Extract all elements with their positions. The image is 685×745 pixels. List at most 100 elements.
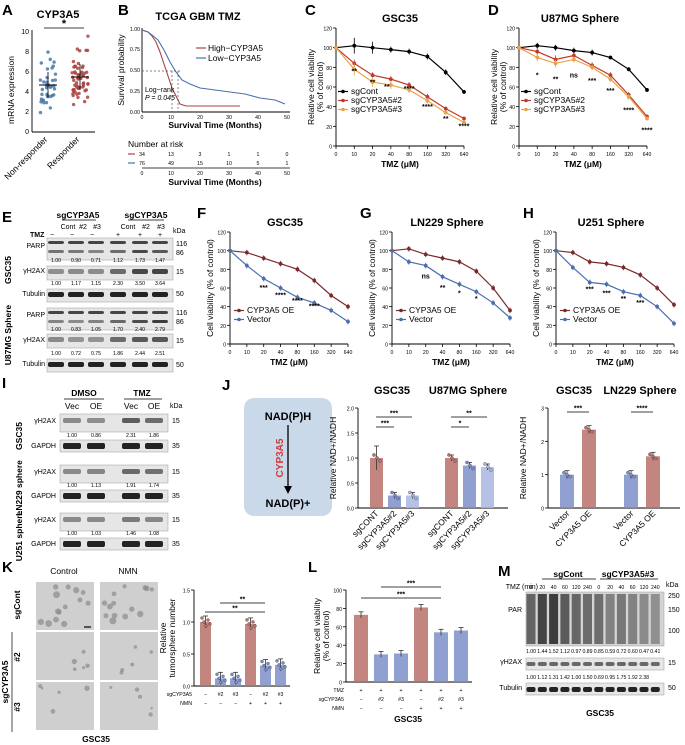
panel-a-dots [38, 34, 90, 115]
a-dot-nonresponder [38, 110, 43, 115]
e-row: PARP [26, 243, 45, 250]
l-row2-value: − [419, 697, 422, 703]
band-parp-cleaved [152, 320, 168, 323]
tumorsphere [149, 587, 154, 592]
m-time: 20 [539, 585, 545, 591]
band-gh2ax [63, 418, 81, 423]
l-chart: Relative cell viability (% of control) 0 20… [312, 581, 472, 724]
bar-dot [262, 663, 266, 668]
i-marker: 35 [172, 541, 180, 548]
x-axis-label: TMZ (μM) [381, 159, 419, 169]
bar-dot [465, 460, 469, 465]
l-row3-value: + [419, 706, 422, 712]
chart-subtitle: GSC35 [374, 385, 410, 397]
band-gh2ax [152, 337, 168, 342]
series-line [555, 250, 675, 324]
ytick-label: 100 [506, 46, 515, 52]
tumorsphere [111, 600, 117, 606]
x-axis-label: TMZ (μM) [432, 357, 470, 367]
xtick-label: 40 [278, 350, 284, 356]
tumorsphere [80, 590, 86, 595]
k-row1-value: #2 [218, 692, 224, 698]
e-q1: 1.73 [135, 258, 145, 264]
band-gh2ax [594, 662, 604, 666]
band-gh2ax [48, 337, 64, 342]
b-xtick: 30 [226, 115, 232, 121]
k-row2-value: − [219, 701, 222, 707]
i-lane: Vec [124, 401, 139, 411]
e-q4: 0.75 [91, 351, 101, 357]
ytick-label: 1.5 [183, 589, 190, 595]
band-gh2ax [549, 662, 559, 666]
e-q3: 0.83 [71, 327, 81, 333]
m-quant: 1.001.001.441.121.521.311.121.420.971.00… [526, 649, 661, 681]
data-point [571, 48, 576, 53]
tumorsphere [148, 712, 153, 717]
a-dot-responder [85, 95, 90, 99]
sig-stars: * [475, 296, 478, 303]
i-marker: 35 [172, 443, 180, 450]
e-q2: 1.17 [71, 281, 81, 287]
blot-strip [59, 439, 169, 453]
ytick-label: 80 [336, 607, 342, 613]
legend-marker [237, 317, 241, 322]
m-q2: 1.00 [526, 675, 536, 681]
b-xtick: 0 [141, 115, 144, 121]
chart-title: GSC35 [267, 217, 303, 229]
ytick-label: 0 [512, 145, 515, 151]
data-point [535, 43, 540, 48]
e-kda: kDa [173, 228, 186, 235]
xtick-label: 0 [335, 152, 338, 158]
tumorsphere [84, 685, 90, 691]
bar-dot [215, 672, 219, 676]
b-logrank: Log−rank [145, 87, 175, 94]
m-time: 60 [630, 585, 636, 591]
xtick-label: 160 [636, 350, 645, 356]
xtick-label: 10 [351, 152, 357, 158]
a-dot-responder [75, 92, 79, 96]
data-point [228, 248, 232, 253]
ytick-label: 100 [323, 46, 332, 52]
band-gh2ax [87, 418, 105, 423]
sig-stars: *** [588, 78, 596, 85]
tumorsphere [38, 684, 43, 689]
i-q2: 1.74 [149, 483, 159, 489]
xtick-label: 80 [589, 152, 595, 158]
band-parp-cleaved [132, 320, 148, 323]
i-row: γH2AX [34, 469, 56, 476]
bar [560, 474, 574, 508]
data-point [407, 49, 412, 54]
xtick-label: 10 [570, 350, 576, 356]
xtick-label: 40 [440, 350, 446, 356]
tumorsphere [111, 612, 118, 619]
band-tubulin [110, 292, 126, 297]
i-q3: 1.46 [126, 531, 136, 537]
e-q3: 1.70 [113, 327, 123, 333]
bar [354, 614, 368, 682]
band-parp-full [68, 241, 84, 244]
k-micrographs [36, 582, 158, 730]
xtick-label: 20 [553, 152, 559, 158]
e-marker: 50 [176, 291, 184, 298]
sig-stars: ** [621, 296, 627, 303]
i-marker: 15 [172, 517, 180, 524]
bar [374, 654, 388, 682]
blot-strip [59, 537, 169, 551]
band-parp-full [152, 241, 168, 244]
bar-dot [202, 620, 206, 624]
band-parp-full [88, 241, 104, 244]
j-schema-bottom: NAD(P)+ [266, 498, 311, 510]
xtick-label: 640 [344, 350, 353, 356]
i-row: γH2AX [34, 517, 56, 524]
panel-a-title: CYP3A5 [37, 9, 80, 21]
j-schema-enzyme: CYP3A5 [275, 438, 286, 477]
m-g1: sgCont [553, 569, 582, 579]
xtick-label: 10 [244, 350, 250, 356]
band-parp-full [88, 311, 104, 314]
ytick-label: 40 [382, 305, 388, 311]
a-dot-responder [86, 82, 90, 86]
data-point [672, 302, 676, 307]
b-curve-high [141, 29, 240, 107]
l-cell: GSC35 [394, 714, 422, 724]
